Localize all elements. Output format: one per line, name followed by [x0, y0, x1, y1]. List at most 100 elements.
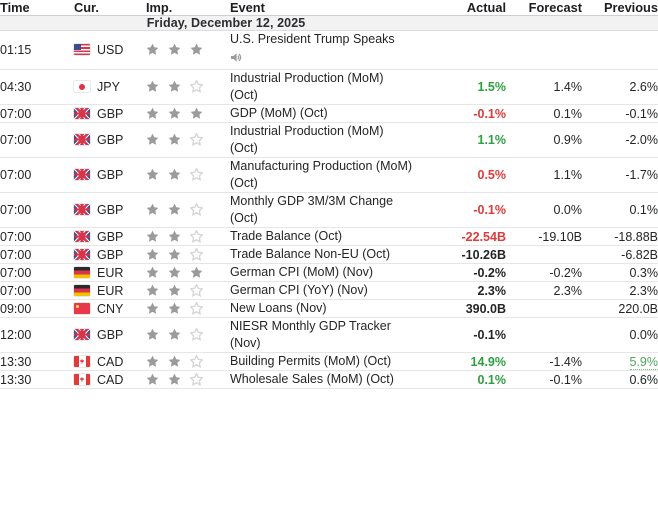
event-cell[interactable]: Wholesale Sales (MoM) (Oct): [230, 370, 422, 389]
table-row[interactable]: 12:00 GBP NIESR Monthly GDP Tracker (Nov) -0…: [0, 317, 658, 353]
previous-value-text: 0.6%: [629, 372, 658, 387]
actual-value-text: -0.2%: [473, 265, 506, 280]
forecast-value: [506, 317, 582, 353]
star-filled-icon: [146, 355, 159, 368]
event-period: (Oct): [230, 141, 258, 155]
column-header-forecast[interactable]: Forecast: [506, 0, 582, 16]
importance-stars: [146, 107, 203, 121]
column-header-importance[interactable]: Imp.: [146, 0, 230, 16]
table-row[interactable]: 07:00 GBP Manufacturing Production (MoM) (O…: [0, 157, 658, 193]
event-cell[interactable]: GDP (MoM) (Oct): [230, 104, 422, 123]
event-title: Trade Balance (Oct): [230, 229, 343, 243]
star-empty-icon: [190, 328, 203, 341]
table-row[interactable]: 07:00 GBP Trade Balance (Oct) -22.54B -19.10…: [0, 227, 658, 246]
event-cell[interactable]: Industrial Production (MoM) (Oct): [230, 122, 422, 158]
currency-code: EUR: [97, 265, 124, 280]
star-filled-icon: [146, 248, 159, 261]
column-header-event[interactable]: Event: [230, 0, 422, 16]
column-header-previous[interactable]: Previous: [582, 0, 658, 16]
currency-cell: GBP: [74, 192, 146, 228]
importance-stars: [146, 354, 203, 369]
column-header-currency[interactable]: Cur.: [74, 0, 146, 16]
actual-value: -0.1%: [422, 317, 506, 353]
star-empty-icon: [190, 372, 203, 386]
previous-value-text: 0.0%: [629, 328, 658, 342]
flag-germany-icon: [74, 284, 90, 296]
actual-value-text: -0.1%: [473, 203, 506, 217]
event-cell[interactable]: Manufacturing Production (MoM) (Oct): [230, 157, 422, 193]
currency-code: GBP: [97, 328, 124, 342]
event-cell[interactable]: U.S. President Trump Speaks: [230, 30, 422, 70]
importance-cell: [146, 352, 230, 371]
date-separator-row: Friday, December 12, 2025: [0, 15, 658, 31]
currency-cell: CNY: [74, 299, 146, 318]
table-row[interactable]: 07:00 EUR German CPI (YoY) (Nov) 2.3% 2.3% 2.…: [0, 281, 658, 300]
importance-cell: [146, 245, 230, 264]
previous-value-text: -0.1%: [625, 106, 658, 121]
actual-value: 1.5%: [422, 69, 507, 105]
event-cell[interactable]: New Loans (Nov): [230, 299, 422, 318]
event-cell[interactable]: German CPI (YoY) (Nov): [230, 281, 422, 300]
column-header-time[interactable]: Time: [0, 0, 74, 16]
star-filled-icon: [146, 302, 159, 315]
importance-stars: [146, 301, 203, 316]
flag-united-kingdom-icon: [74, 204, 90, 215]
actual-value-text: 1.5%: [477, 80, 507, 94]
currency-code: EUR: [97, 283, 124, 298]
actual-value: -0.2%: [422, 263, 506, 282]
table-row[interactable]: 07:00 GBP Trade Balance Non-EU (Oct) -10.26…: [0, 245, 658, 264]
event-cell[interactable]: Building Permits (MoM) (Oct): [230, 352, 422, 371]
event-title: GDP (MoM) (Oct): [230, 106, 328, 120]
currency-code: GBP: [97, 133, 124, 147]
speaker-icon[interactable]: [230, 51, 244, 64]
table-row[interactable]: 07:00 GBP Industrial Production (MoM) (Oct)…: [0, 122, 658, 158]
flag-united-kingdom-icon: [74, 248, 90, 260]
importance-cell: [146, 69, 230, 105]
currency-code: GBP: [97, 168, 124, 182]
importance-stars: [146, 43, 203, 57]
column-header-actual[interactable]: Actual: [422, 0, 506, 16]
event-cell[interactable]: Industrial Production (MoM) (Oct): [230, 69, 422, 105]
actual-value-text: -0.1%: [473, 328, 506, 342]
forecast-value: 0.9%: [506, 122, 582, 158]
event-time: 07:00: [0, 281, 74, 300]
event-cell[interactable]: Trade Balance Non-EU (Oct): [230, 245, 422, 264]
currency-cell: JPY: [74, 69, 146, 105]
event-time: 07:00: [0, 263, 74, 282]
currency-code: CNY: [97, 301, 124, 316]
date-separator-cell: Friday, December 12, 2025: [0, 15, 658, 31]
event-period: (Oct): [230, 176, 258, 190]
actual-value-text: 0.1%: [477, 372, 507, 387]
previous-value: 2.6%: [582, 69, 658, 105]
forecast-value: [506, 299, 582, 318]
currency-code: JPY: [97, 80, 120, 94]
table-row[interactable]: 07:00 EUR German CPI (MoM) (Nov) -0.2% -0.2%…: [0, 263, 658, 282]
importance-stars: [146, 80, 203, 94]
event-cell[interactable]: Trade Balance (Oct): [230, 227, 422, 246]
flag-germany-icon: [74, 266, 90, 278]
table-row[interactable]: 13:30 CAD Wholesale Sales (MoM) (Oct) 0.1% -…: [0, 370, 658, 389]
star-filled-icon: [190, 266, 203, 279]
table-row[interactable]: 01:15 USD U.S. President Trump Speaks: [0, 30, 658, 70]
event-cell[interactable]: Monthly GDP 3M/3M Change (Oct): [230, 192, 422, 228]
previous-value-text: -18.88B: [614, 229, 658, 244]
star-filled-icon: [168, 302, 181, 315]
event-cell[interactable]: German CPI (MoM) (Nov): [230, 263, 422, 282]
event-cell[interactable]: NIESR Monthly GDP Tracker (Nov): [230, 317, 422, 353]
forecast-value: 0.0%: [506, 192, 582, 228]
previous-value-revised[interactable]: 5.9%: [629, 354, 658, 370]
event-time: 04:30: [0, 69, 74, 105]
table-row[interactable]: 07:00 GBP GDP (MoM) (Oct) -0.1% 0.1% -0.1%: [0, 104, 658, 123]
importance-stars: [146, 372, 203, 387]
currency-cell: GBP: [74, 245, 146, 264]
previous-value: -6.82B: [582, 245, 658, 264]
flag-united-kingdom-icon: [74, 134, 90, 145]
table-row[interactable]: 13:30 CAD Building Permits (MoM) (Oct) 14.9…: [0, 352, 658, 371]
table-row[interactable]: 04:30 JPY Industrial Production (MoM) (Oct)…: [0, 69, 658, 105]
star-filled-icon: [168, 266, 181, 279]
star-filled-icon: [146, 266, 159, 279]
table-row[interactable]: 09:00 CNY New Loans (Nov) 390.0B 220.0B: [0, 299, 658, 318]
table-row[interactable]: 07:00 GBP Monthly GDP 3M/3M Change (Oct) -0.…: [0, 192, 658, 228]
importance-stars: [146, 168, 203, 182]
event-title: Trade Balance Non-EU (Oct): [230, 247, 391, 261]
